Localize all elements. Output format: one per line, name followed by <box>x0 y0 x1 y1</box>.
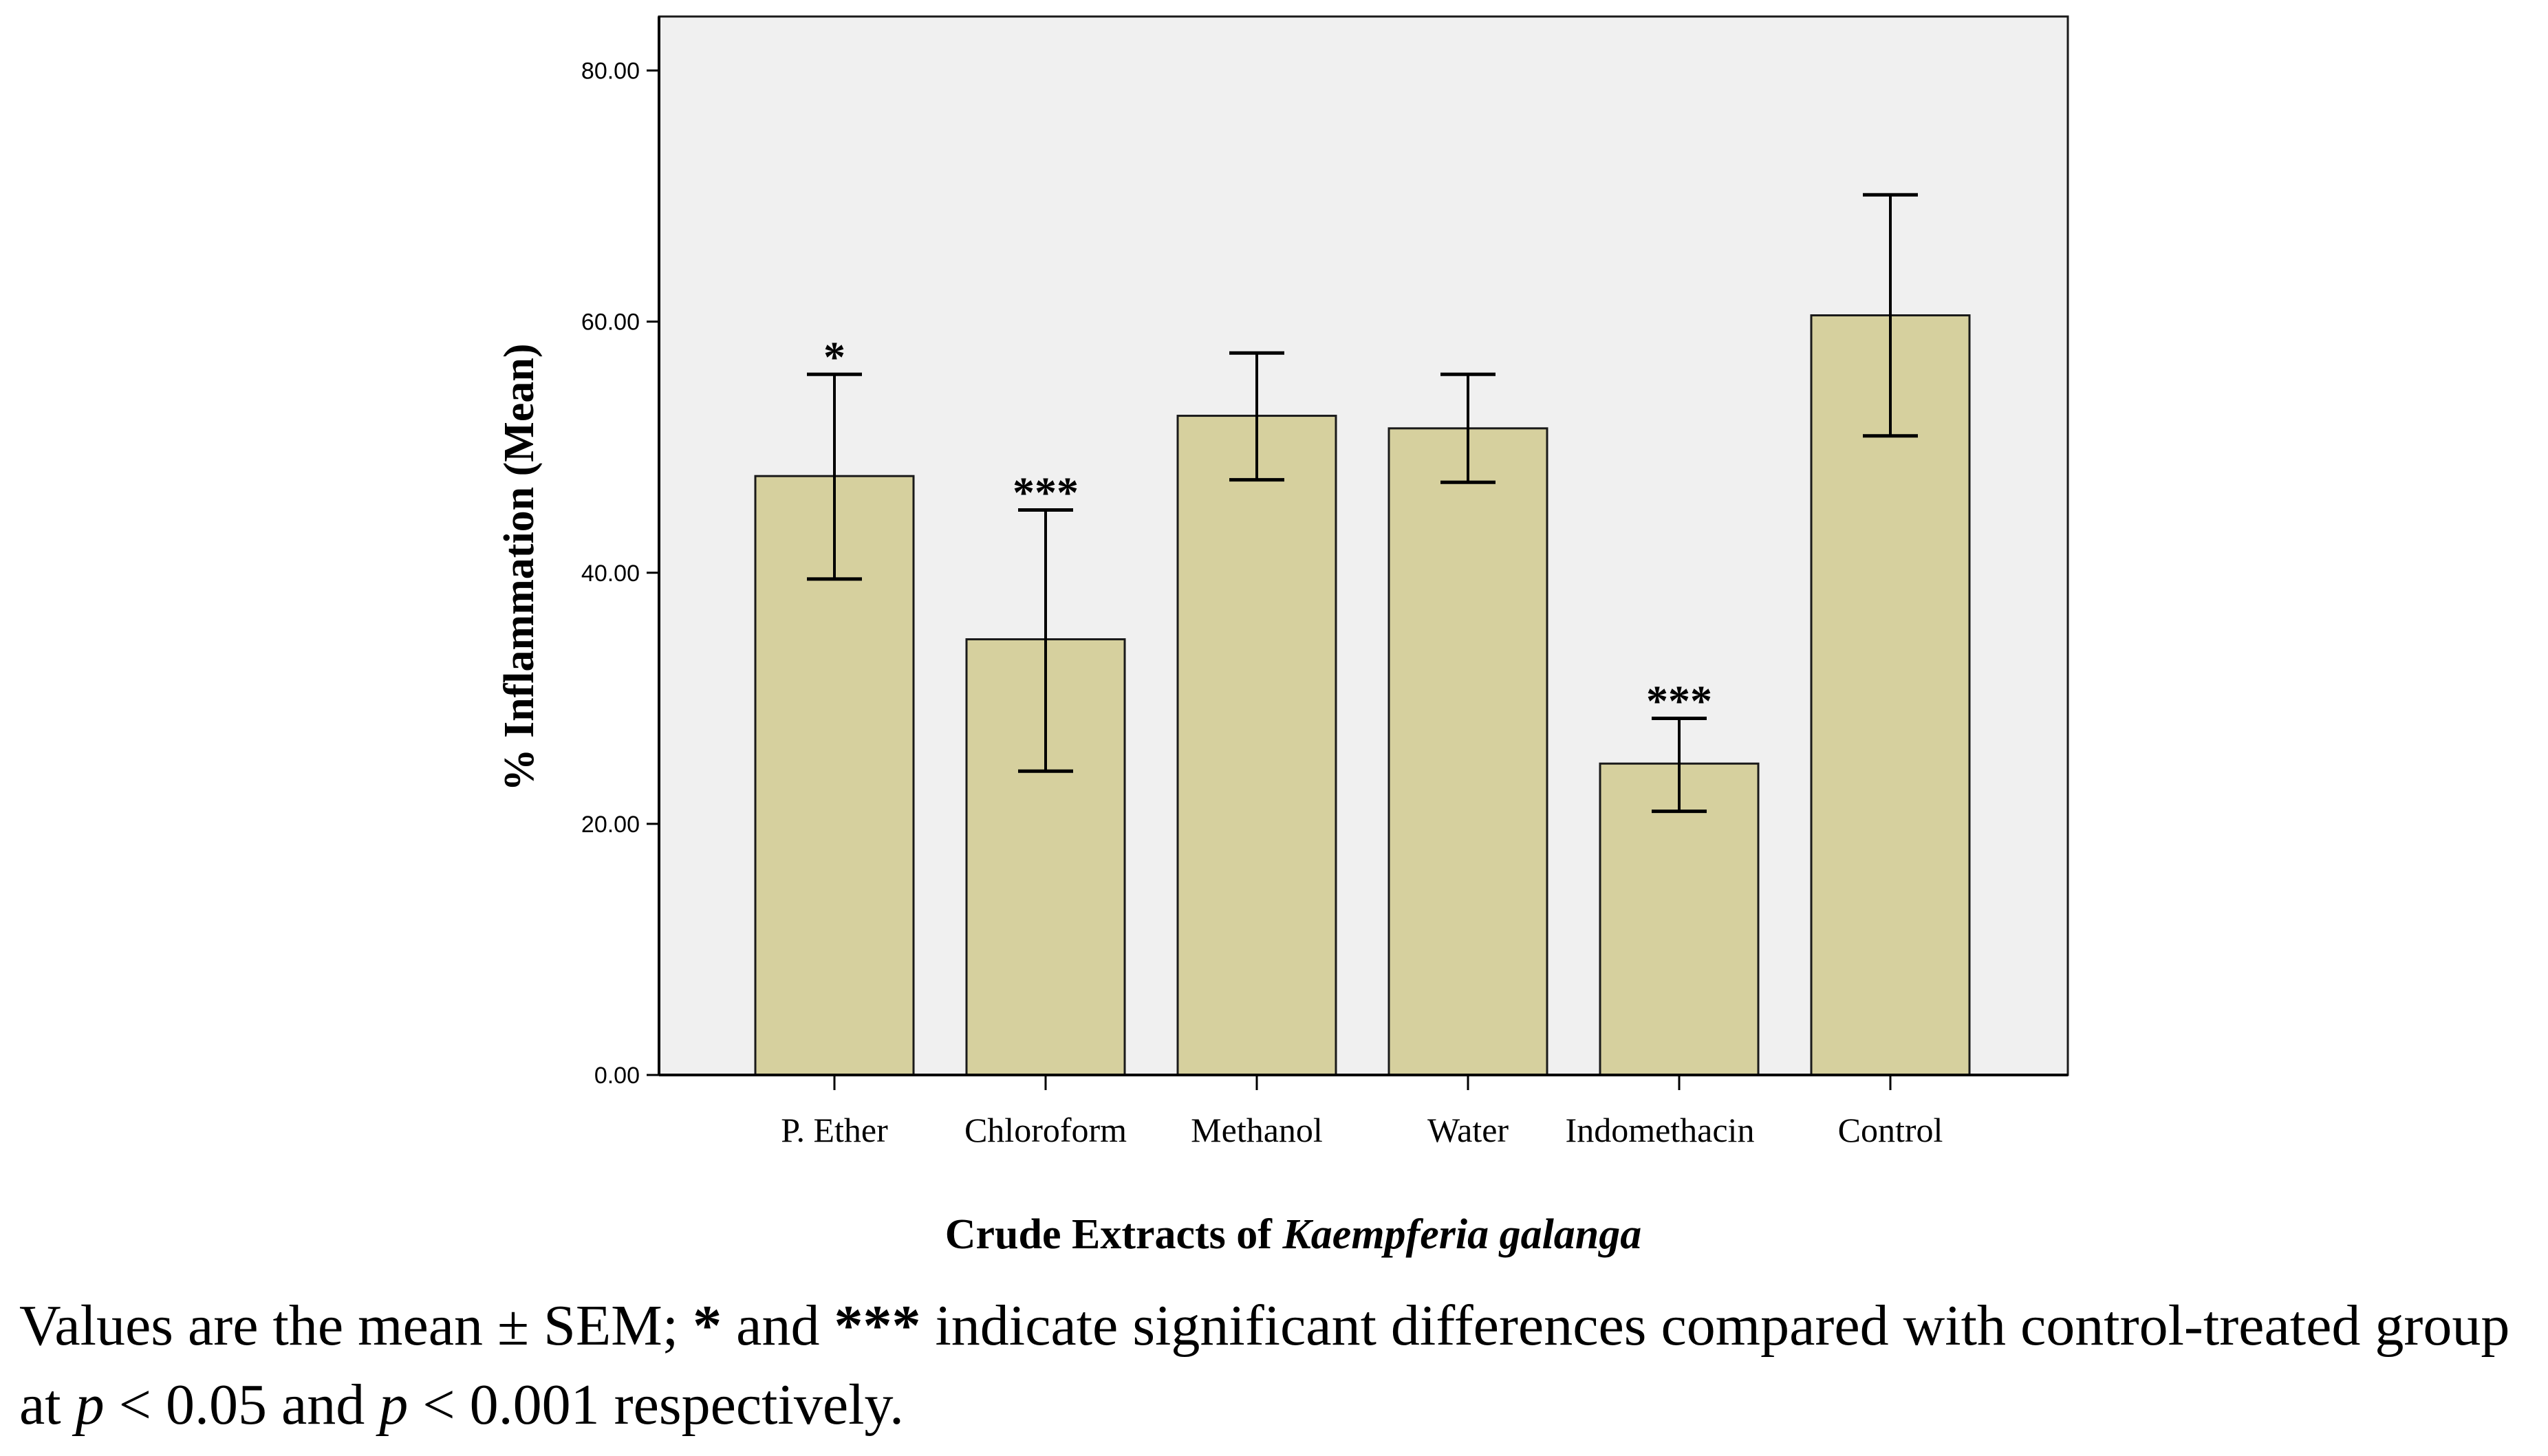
bar <box>1388 427 1548 1076</box>
x-axis-label: Crude Extracts of Kaempferia galanga <box>945 1211 1642 1258</box>
y-tick-label: 0.00 <box>594 1063 640 1089</box>
x-tick-label: Control <box>1838 1111 1943 1149</box>
bars <box>754 314 1971 1076</box>
x-axis-categories: P. Ether Chloroform Methanol Water Indometha… <box>781 1075 1943 1149</box>
x-tick-label: Water <box>1427 1111 1509 1149</box>
caption-star-1: * <box>693 1294 722 1358</box>
bar <box>1810 314 1971 1076</box>
caption-text-3: indicate significant differences compare… <box>19 1294 2510 1437</box>
significance-markers: ******* <box>823 332 1712 725</box>
x-tick-label: Indomethacin <box>1566 1111 1755 1149</box>
y-tick-label: 60.00 <box>581 309 640 336</box>
figure-caption: Values are the mean ± SEM; * and *** ind… <box>19 1286 2530 1444</box>
caption-text-1: Values are the mean ± SEM; <box>19 1294 693 1358</box>
caption-p-2: p <box>379 1373 409 1437</box>
x-axis-label-prefix: Crude Extracts of <box>945 1211 1283 1258</box>
caption-star-3: *** <box>834 1294 921 1358</box>
significance-marker: *** <box>1013 468 1079 517</box>
y-axis-label: % Inflammation (Mean) <box>496 344 543 792</box>
x-axis-label-species: Kaempferia galanga <box>1282 1211 1641 1258</box>
y-tick-label: 80.00 <box>581 58 640 85</box>
error-bars <box>807 193 1918 814</box>
bar <box>1176 415 1337 1076</box>
significance-marker: *** <box>1646 677 1712 726</box>
caption-text-2: and <box>722 1294 834 1358</box>
caption-text-5: < 0.001 respectively. <box>408 1373 905 1437</box>
x-tick-label: Chloroform <box>964 1111 1127 1149</box>
y-tick-label: 40.00 <box>581 561 640 587</box>
axes <box>658 17 2068 1076</box>
significance-marker: * <box>823 332 845 381</box>
x-tick-label: Methanol <box>1191 1111 1323 1149</box>
caption-p-1: p <box>75 1373 105 1437</box>
y-tick-label: 20.00 <box>581 812 640 838</box>
y-axis-ticks: 0.00 20.00 40.00 60.00 80.00 <box>581 58 659 1089</box>
x-tick-label: P. Ether <box>781 1111 888 1149</box>
caption-text-4: < 0.05 and <box>104 1373 380 1437</box>
